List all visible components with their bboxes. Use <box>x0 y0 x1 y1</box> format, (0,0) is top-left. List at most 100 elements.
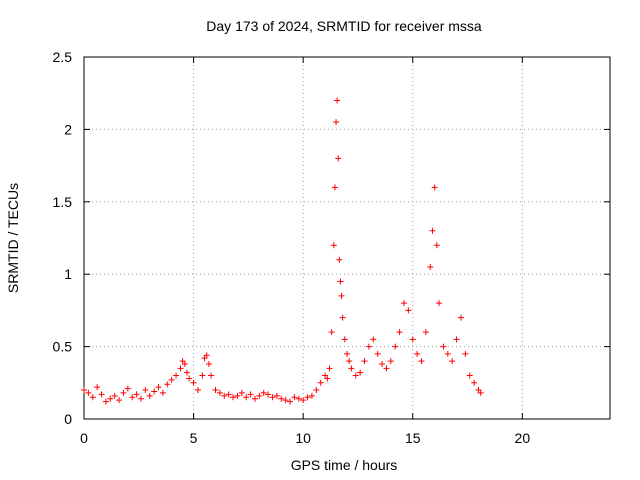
data-point <box>334 97 341 104</box>
data-point <box>129 394 136 401</box>
data-point <box>184 369 191 376</box>
data-point <box>409 336 416 343</box>
data-point <box>431 184 438 191</box>
y-tick-label: 2 <box>64 121 72 137</box>
data-point <box>120 389 127 396</box>
data-point <box>379 360 386 367</box>
data-point <box>339 314 346 321</box>
data-point <box>89 394 96 401</box>
data-point <box>194 387 201 394</box>
data-point <box>190 379 197 386</box>
data-point <box>94 384 101 391</box>
data-point <box>436 300 443 307</box>
data-point <box>433 242 440 249</box>
data-point <box>273 392 280 399</box>
data-point <box>151 388 158 395</box>
data-point <box>116 397 123 404</box>
data-point <box>199 372 206 379</box>
data-point <box>477 389 484 396</box>
x-tick-label: 0 <box>80 430 88 446</box>
x-tick-label: 5 <box>190 430 198 446</box>
data-point <box>466 372 473 379</box>
data-point <box>374 350 381 357</box>
data-point <box>338 292 345 299</box>
data-point <box>81 387 87 394</box>
data-point <box>326 365 333 372</box>
data-point <box>269 394 276 401</box>
data-point <box>208 372 215 379</box>
data-point <box>348 365 355 372</box>
y-tick-label: 1 <box>64 266 72 282</box>
data-point <box>107 395 114 402</box>
data-point <box>331 184 338 191</box>
y-tick-label: 2.5 <box>53 49 73 65</box>
data-point <box>256 392 263 399</box>
data-point <box>243 394 250 401</box>
data-point <box>102 398 109 405</box>
y-tick-label: 0.5 <box>53 339 73 355</box>
data-point <box>230 394 237 401</box>
data-point <box>357 369 364 376</box>
data-point <box>278 395 285 402</box>
data-point <box>392 343 399 350</box>
data-point <box>164 381 171 388</box>
data-point <box>159 389 166 396</box>
data-point <box>155 384 162 391</box>
data-point <box>291 394 298 401</box>
data-point <box>361 358 368 365</box>
chart-title: Day 173 of 2024, SRMTID for receiver mss… <box>206 18 482 34</box>
data-point <box>247 391 254 398</box>
data-point <box>282 397 289 404</box>
data-point <box>344 350 350 357</box>
data-point <box>251 395 258 402</box>
data-point <box>313 387 320 394</box>
data-point <box>317 379 324 386</box>
data-point <box>471 379 478 386</box>
data-point <box>335 155 342 162</box>
data-point <box>295 395 302 402</box>
data-point <box>346 358 353 365</box>
data-points <box>81 97 484 405</box>
data-point <box>418 358 425 365</box>
data-point <box>168 376 175 383</box>
data-point <box>405 307 412 314</box>
data-point <box>287 398 294 405</box>
data-point <box>414 350 421 357</box>
data-point <box>181 360 188 367</box>
data-point <box>440 343 447 350</box>
axis-ticks: 0 5 10 15 20 0 0.5 1 1.5 2 2.5 <box>53 49 610 446</box>
data-point <box>330 242 337 249</box>
data-point <box>203 352 210 359</box>
data-point <box>341 336 348 343</box>
data-point <box>462 350 469 357</box>
data-point <box>177 365 184 372</box>
data-point <box>186 375 193 382</box>
data-point <box>396 329 403 336</box>
data-point <box>370 336 377 343</box>
y-axis-label: SRMTID / TECUs <box>5 183 21 293</box>
data-point <box>328 329 335 336</box>
data-point <box>85 389 92 396</box>
data-point <box>124 385 131 392</box>
data-point <box>429 227 436 234</box>
data-point <box>352 372 359 379</box>
x-tick-label: 15 <box>405 430 421 446</box>
data-point <box>304 394 311 401</box>
data-point <box>265 391 272 398</box>
data-point <box>98 391 105 398</box>
data-point <box>142 387 149 394</box>
data-point <box>383 365 390 372</box>
data-point <box>133 391 140 398</box>
data-point <box>111 392 118 399</box>
data-point <box>260 389 267 396</box>
y-tick-label: 1.5 <box>53 194 73 210</box>
x-axis-label: GPS time / hours <box>291 457 398 473</box>
data-point <box>365 343 372 350</box>
data-point <box>221 392 228 399</box>
data-point <box>225 391 232 398</box>
data-point <box>453 336 460 343</box>
grid <box>84 57 610 419</box>
x-tick-label: 20 <box>515 430 531 446</box>
data-point <box>427 263 434 270</box>
